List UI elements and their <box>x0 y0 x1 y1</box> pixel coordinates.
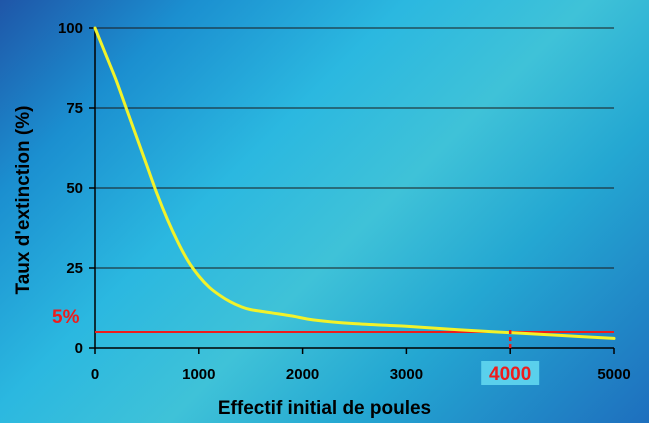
y-tick-label: 25 <box>66 260 83 277</box>
marker-label: 4000 <box>489 364 531 385</box>
y-tick-label: 50 <box>66 180 83 197</box>
threshold-marker: 4000 <box>481 330 540 385</box>
extinction-rate-line <box>93 26 616 340</box>
y-tick-label: 75 <box>66 100 83 117</box>
y-axis-title: Taux d'extinction (%) <box>13 106 34 295</box>
x-tick-label: 5000 <box>597 366 630 383</box>
x-tick-label: 2000 <box>286 366 319 383</box>
x-axis-title: Effectif initial de poules <box>218 398 431 419</box>
x-tick-label: 0 <box>91 366 99 383</box>
reference-line-label: 5% <box>52 307 80 328</box>
y-tick-label: 100 <box>58 20 83 37</box>
marker-label-background <box>481 361 540 385</box>
x-tick-label: 1000 <box>182 366 215 383</box>
y-tick-label: 0 <box>75 340 83 357</box>
axes <box>89 27 615 354</box>
x-tick-label: 3000 <box>390 366 423 383</box>
gridlines <box>95 27 614 269</box>
